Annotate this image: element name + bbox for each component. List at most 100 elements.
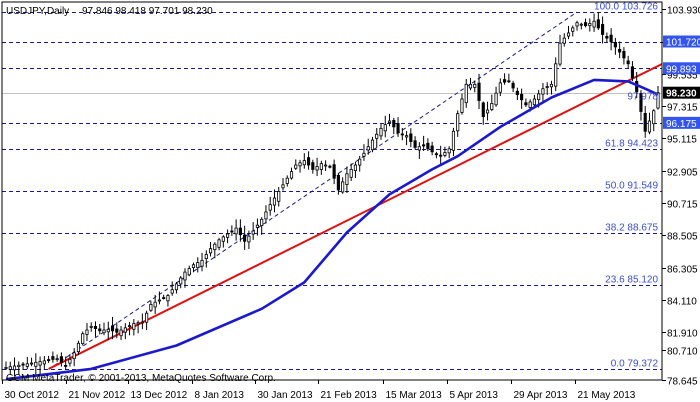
candle-body [358, 158, 362, 166]
candle-body [566, 32, 571, 37]
candle-body [456, 113, 460, 132]
candle-body [315, 166, 319, 171]
x-tick-label: 30 Jan 2013 [258, 390, 313, 401]
candle-body [481, 102, 485, 118]
candle-body [588, 23, 592, 27]
candle-body [64, 365, 68, 367]
candle-body [25, 363, 29, 367]
candle-body [298, 162, 302, 167]
candle-body [379, 127, 383, 137]
candle-body [230, 230, 234, 233]
candle-body [392, 119, 396, 128]
x-tick-label: 30 Oct 2012 [5, 390, 60, 401]
fib-grid-layer [2, 11, 662, 370]
y-tick-label: 97.315 [667, 103, 698, 114]
candle-body [34, 361, 38, 367]
candle-body [443, 152, 447, 156]
candle-body [605, 36, 609, 39]
y-tick-label: 92.905 [667, 168, 698, 179]
x-tick-label: 5 Apr 2013 [450, 390, 499, 401]
candle-body [422, 144, 426, 147]
candle-body [656, 92, 660, 109]
candle-body [238, 227, 242, 236]
candle-body [217, 239, 221, 248]
candle-body [618, 48, 622, 53]
moving-average-line [5, 78, 659, 381]
candle-body [451, 130, 456, 151]
candle-body [102, 329, 106, 334]
candle-body [234, 227, 238, 235]
candle-body [558, 42, 562, 65]
trend-layer [48, 63, 663, 370]
candle-body [8, 366, 12, 370]
candle-body [187, 268, 191, 276]
candle-body [289, 171, 294, 179]
candle-body [537, 93, 541, 101]
plot-frame [1, 1, 663, 381]
x-tick-label: 13 Dec 2012 [131, 390, 188, 401]
candle-body [72, 352, 76, 360]
y-tick-label: 80.710 [667, 347, 698, 358]
x-tick-label: 21 Nov 2012 [69, 390, 126, 401]
candle-body [562, 37, 566, 44]
watermark-text: GCM MetaTrader, © 2001-2013, MetaQuotes … [6, 373, 276, 384]
candle-body [200, 259, 204, 267]
candle-body [251, 230, 255, 235]
candle-body [647, 120, 652, 133]
candle-body [511, 82, 515, 89]
candle-body [183, 271, 187, 281]
candle-body [55, 358, 59, 361]
candle-body [140, 321, 144, 324]
candle-body [4, 367, 8, 369]
candle-body [601, 24, 605, 35]
x-tick-label: 21 Feb 2013 [321, 390, 378, 401]
candle-body [549, 83, 554, 88]
candle-body [515, 90, 519, 96]
x-tick-label: 29 Apr 2013 [514, 390, 568, 401]
candle-body [370, 139, 375, 151]
fib-side-label: 97.978 [627, 91, 658, 102]
candle-body [554, 63, 558, 87]
candle-body [128, 325, 132, 328]
chart-ohlc-values: 97.846 98.418 97.701 98.230 [82, 6, 213, 17]
candle-body [319, 163, 323, 170]
candle-body [226, 233, 230, 238]
candle-body [626, 60, 630, 65]
candle-body [439, 154, 443, 157]
candle-body [145, 312, 149, 323]
candle-body [170, 289, 174, 294]
candle-body [396, 123, 400, 134]
level-tag-label: 96.175 [666, 119, 697, 130]
candle-body [541, 88, 545, 95]
x-tick-label: 15 Mar 2013 [386, 390, 443, 401]
candle-body [136, 322, 140, 325]
x-tick-label: 8 Jan 2013 [195, 390, 245, 401]
candle-body [110, 325, 115, 332]
chart-symbol-title: USDJPY,Daily [6, 6, 69, 17]
fib-level-label: 38.2 88.675 [605, 223, 658, 234]
current-price-tag-label: 98.230 [666, 89, 697, 100]
candle-body [375, 133, 379, 139]
moving-average-layer [5, 78, 659, 381]
y-tick-label: 78.645 [667, 377, 698, 388]
candle-body [324, 164, 328, 167]
candle-body [191, 264, 196, 268]
candle-body [132, 323, 136, 330]
candle-body [571, 27, 575, 32]
candle-body [579, 23, 583, 26]
candle-body [349, 169, 353, 178]
candle-body [400, 133, 404, 136]
candle-body [609, 34, 613, 43]
level-tag-label: 101.720 [666, 38, 700, 49]
candle-body [21, 363, 25, 366]
candle-body [503, 79, 507, 83]
candle-body [528, 101, 532, 108]
candle-body [174, 283, 179, 291]
candle-body [464, 83, 468, 104]
candle-body [622, 51, 626, 59]
candle-body [575, 22, 579, 27]
y-tick-label: 86.305 [667, 265, 698, 276]
